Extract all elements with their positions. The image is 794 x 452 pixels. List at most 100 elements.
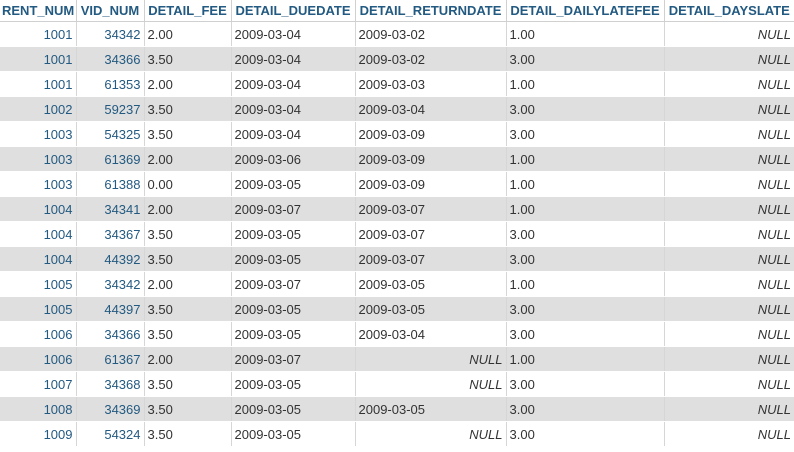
cell-detail-fee[interactable]: 3.50 bbox=[144, 96, 232, 122]
cell-vid-num[interactable]: 61367 bbox=[76, 346, 145, 372]
cell-detail-duedate[interactable]: 2009-03-07 bbox=[231, 271, 356, 297]
cell-detail-duedate[interactable]: 2009-03-07 bbox=[231, 346, 356, 372]
table-row[interactable]: 1003 61388 0.00 2009-03-05 2009-03-09 1.00 NUL… bbox=[0, 171, 794, 197]
table-row[interactable]: 1005 34342 2.00 2009-03-07 2009-03-05 1.00 NUL… bbox=[0, 271, 794, 297]
cell-vid-num[interactable]: 54324 bbox=[76, 421, 145, 447]
cell-rent-num[interactable]: 1004 bbox=[0, 221, 77, 247]
cell-detail-fee[interactable]: 3.50 bbox=[144, 221, 232, 247]
cell-detail-duedate[interactable]: 2009-03-04 bbox=[231, 21, 356, 47]
cell-detail-duedate[interactable]: 2009-03-06 bbox=[231, 146, 356, 172]
cell-detail-fee[interactable]: 3.50 bbox=[144, 46, 232, 72]
cell-detail-fee[interactable]: 2.00 bbox=[144, 346, 232, 372]
cell-detail-dailylatefee[interactable]: 1.00 bbox=[506, 171, 665, 197]
cell-rent-num[interactable]: 1007 bbox=[0, 371, 77, 397]
cell-detail-returndate[interactable]: NULL bbox=[355, 421, 507, 447]
cell-rent-num[interactable]: 1006 bbox=[0, 321, 77, 347]
cell-detail-dayslate[interactable]: NULL bbox=[664, 221, 794, 247]
column-header-detail-returndate[interactable]: DETAIL_RETURNDATE bbox=[355, 0, 507, 22]
cell-detail-duedate[interactable]: 2009-03-04 bbox=[231, 121, 356, 147]
cell-detail-duedate[interactable]: 2009-03-07 bbox=[231, 196, 356, 222]
cell-detail-dayslate[interactable]: NULL bbox=[664, 46, 794, 72]
cell-detail-dailylatefee[interactable]: 3.00 bbox=[506, 396, 665, 422]
cell-rent-num[interactable]: 1001 bbox=[0, 21, 77, 47]
cell-detail-duedate[interactable]: 2009-03-04 bbox=[231, 96, 356, 122]
cell-detail-dayslate[interactable]: NULL bbox=[664, 296, 794, 322]
cell-rent-num[interactable]: 1003 bbox=[0, 146, 77, 172]
cell-rent-num[interactable]: 1009 bbox=[0, 421, 77, 447]
table-row[interactable]: 1004 44392 3.50 2009-03-05 2009-03-07 3.00 NUL… bbox=[0, 246, 794, 272]
cell-detail-duedate[interactable]: 2009-03-05 bbox=[231, 371, 356, 397]
cell-detail-dailylatefee[interactable]: 1.00 bbox=[506, 196, 665, 222]
cell-detail-dayslate[interactable]: NULL bbox=[664, 21, 794, 47]
cell-vid-num[interactable]: 34341 bbox=[76, 196, 145, 222]
cell-vid-num[interactable]: 34366 bbox=[76, 46, 145, 72]
cell-vid-num[interactable]: 59237 bbox=[76, 96, 145, 122]
cell-detail-fee[interactable]: 2.00 bbox=[144, 146, 232, 172]
cell-rent-num[interactable]: 1003 bbox=[0, 121, 77, 147]
cell-detail-dayslate[interactable]: NULL bbox=[664, 96, 794, 122]
table-row[interactable]: 1009 54324 3.50 2009-03-05 NULL 3.00 NULL bbox=[0, 421, 794, 447]
cell-detail-fee[interactable]: 3.50 bbox=[144, 246, 232, 272]
cell-detail-duedate[interactable]: 2009-03-05 bbox=[231, 221, 356, 247]
cell-detail-dailylatefee[interactable]: 3.00 bbox=[506, 321, 665, 347]
cell-detail-dailylatefee[interactable]: 3.00 bbox=[506, 371, 665, 397]
cell-detail-fee[interactable]: 2.00 bbox=[144, 196, 232, 222]
cell-rent-num[interactable]: 1003 bbox=[0, 171, 77, 197]
table-row[interactable]: 1006 34366 3.50 2009-03-05 2009-03-04 3.00 NUL… bbox=[0, 321, 794, 347]
cell-detail-dayslate[interactable]: NULL bbox=[664, 371, 794, 397]
cell-vid-num[interactable]: 34366 bbox=[76, 321, 145, 347]
cell-vid-num[interactable]: 34342 bbox=[76, 21, 145, 47]
cell-detail-dayslate[interactable]: NULL bbox=[664, 171, 794, 197]
cell-detail-returndate[interactable]: 2009-03-05 bbox=[355, 271, 507, 297]
cell-vid-num[interactable]: 34367 bbox=[76, 221, 145, 247]
cell-detail-dailylatefee[interactable]: 1.00 bbox=[506, 21, 665, 47]
cell-detail-fee[interactable]: 2.00 bbox=[144, 71, 232, 97]
table-row[interactable]: 1004 34341 2.00 2009-03-07 2009-03-07 1.00 NUL… bbox=[0, 196, 794, 222]
cell-rent-num[interactable]: 1004 bbox=[0, 246, 77, 272]
cell-detail-fee[interactable]: 3.50 bbox=[144, 421, 232, 447]
cell-detail-duedate[interactable]: 2009-03-04 bbox=[231, 46, 356, 72]
cell-detail-returndate[interactable]: 2009-03-09 bbox=[355, 171, 507, 197]
cell-detail-fee[interactable]: 3.50 bbox=[144, 396, 232, 422]
cell-detail-returndate[interactable]: 2009-03-05 bbox=[355, 296, 507, 322]
cell-detail-returndate[interactable]: 2009-03-02 bbox=[355, 21, 507, 47]
table-row[interactable]: 1001 61353 2.00 2009-03-04 2009-03-03 1.00 NUL… bbox=[0, 71, 794, 97]
cell-rent-num[interactable]: 1001 bbox=[0, 46, 77, 72]
cell-detail-returndate[interactable]: 2009-03-07 bbox=[355, 246, 507, 272]
cell-detail-dayslate[interactable]: NULL bbox=[664, 421, 794, 447]
cell-detail-fee[interactable]: 0.00 bbox=[144, 171, 232, 197]
cell-detail-duedate[interactable]: 2009-03-05 bbox=[231, 171, 356, 197]
column-header-detail-fee[interactable]: DETAIL_FEE bbox=[144, 0, 232, 22]
cell-detail-dayslate[interactable]: NULL bbox=[664, 321, 794, 347]
cell-detail-duedate[interactable]: 2009-03-05 bbox=[231, 246, 356, 272]
cell-detail-fee[interactable]: 2.00 bbox=[144, 271, 232, 297]
table-row[interactable]: 1008 34369 3.50 2009-03-05 2009-03-05 3.00 NUL… bbox=[0, 396, 794, 422]
cell-detail-dailylatefee[interactable]: 1.00 bbox=[506, 71, 665, 97]
cell-detail-dailylatefee[interactable]: 3.00 bbox=[506, 421, 665, 447]
cell-detail-dailylatefee[interactable]: 3.00 bbox=[506, 296, 665, 322]
cell-detail-dayslate[interactable]: NULL bbox=[664, 346, 794, 372]
cell-detail-returndate[interactable]: NULL bbox=[355, 371, 507, 397]
cell-detail-returndate[interactable]: 2009-03-04 bbox=[355, 321, 507, 347]
cell-rent-num[interactable]: 1005 bbox=[0, 296, 77, 322]
cell-detail-returndate[interactable]: 2009-03-07 bbox=[355, 221, 507, 247]
table-row[interactable]: 1001 34366 3.50 2009-03-04 2009-03-02 3.00 NUL… bbox=[0, 46, 794, 72]
cell-detail-dayslate[interactable]: NULL bbox=[664, 196, 794, 222]
table-row[interactable]: 1003 54325 3.50 2009-03-04 2009-03-09 3.00 NUL… bbox=[0, 121, 794, 147]
cell-vid-num[interactable]: 44397 bbox=[76, 296, 145, 322]
cell-detail-fee[interactable]: 3.50 bbox=[144, 296, 232, 322]
cell-detail-fee[interactable]: 3.50 bbox=[144, 371, 232, 397]
cell-detail-dailylatefee[interactable]: 3.00 bbox=[506, 221, 665, 247]
cell-detail-dailylatefee[interactable]: 3.00 bbox=[506, 246, 665, 272]
cell-detail-dailylatefee[interactable]: 1.00 bbox=[506, 146, 665, 172]
table-row[interactable]: 1001 34342 2.00 2009-03-04 2009-03-02 1.00 NUL… bbox=[0, 21, 794, 47]
cell-rent-num[interactable]: 1008 bbox=[0, 396, 77, 422]
cell-vid-num[interactable]: 61353 bbox=[76, 71, 145, 97]
cell-detail-dailylatefee[interactable]: 3.00 bbox=[506, 96, 665, 122]
cell-detail-duedate[interactable]: 2009-03-04 bbox=[231, 71, 356, 97]
cell-detail-duedate[interactable]: 2009-03-05 bbox=[231, 296, 356, 322]
cell-rent-num[interactable]: 1001 bbox=[0, 71, 77, 97]
table-row[interactable]: 1005 44397 3.50 2009-03-05 2009-03-05 3.00 NUL… bbox=[0, 296, 794, 322]
cell-detail-returndate[interactable]: 2009-03-07 bbox=[355, 196, 507, 222]
cell-detail-returndate[interactable]: NULL bbox=[355, 346, 507, 372]
